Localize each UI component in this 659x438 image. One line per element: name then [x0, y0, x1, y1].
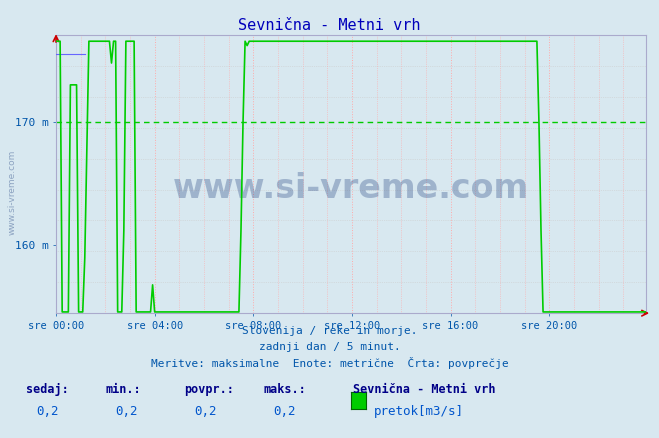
Text: 0,2: 0,2: [273, 405, 296, 418]
Text: 0,2: 0,2: [194, 405, 217, 418]
Text: sedaj:: sedaj:: [26, 383, 69, 396]
Text: maks.:: maks.:: [264, 383, 306, 396]
Text: min.:: min.:: [105, 383, 141, 396]
Text: www.si-vreme.com: www.si-vreme.com: [173, 172, 529, 205]
Text: Sevnična - Metni vrh: Sevnična - Metni vrh: [353, 383, 495, 396]
Text: Slovenija / reke in morje.: Slovenija / reke in morje.: [242, 326, 417, 336]
Text: zadnji dan / 5 minut.: zadnji dan / 5 minut.: [258, 342, 401, 352]
Text: Meritve: maksimalne  Enote: metrične  Črta: povprečje: Meritve: maksimalne Enote: metrične Črta…: [151, 357, 508, 369]
Text: pretok[m3/s]: pretok[m3/s]: [374, 405, 464, 418]
Text: 0,2: 0,2: [36, 405, 59, 418]
Text: www.si-vreme.com: www.si-vreme.com: [8, 150, 17, 235]
Text: povpr.:: povpr.:: [185, 383, 235, 396]
Text: Sevnična - Metni vrh: Sevnična - Metni vrh: [239, 18, 420, 32]
Text: 0,2: 0,2: [115, 405, 138, 418]
